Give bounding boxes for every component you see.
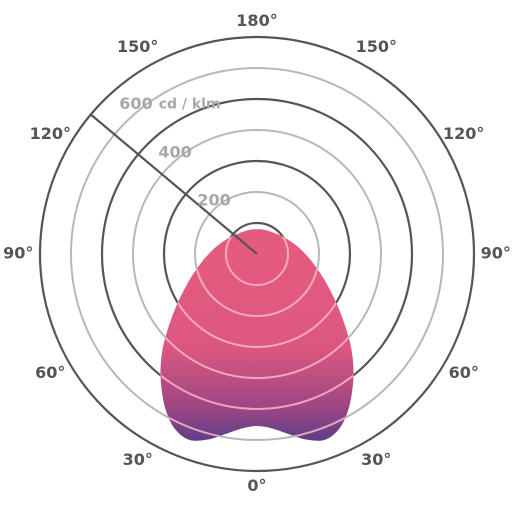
angle-tick-label: 30° [123,450,153,469]
angle-tick-label: 60° [35,363,65,382]
radial-tick-label: 200 [197,191,230,210]
grid-ring [38,35,476,473]
label-pointer-line [90,113,258,255]
radial-unit-label: cd / klm [159,97,221,113]
radial-tick-labels: 200 400 600 cd / klm [119,94,231,209]
grid-ring-overlay [160,229,354,379]
angle-tick-label: 90° [481,244,511,263]
radial-tick-label: 400 [158,142,191,161]
grid-ring-overlay [160,229,354,410]
angle-tick-label: 0° [247,476,266,495]
intensity-distribution-area [160,229,354,441]
angle-tick-label: 60° [449,363,479,382]
radial-tick-label: 600 [119,94,152,113]
angle-tick-label: 180° [236,11,277,30]
angle-tick-label: 90° [3,244,33,263]
angle-tick-label: 120° [30,124,71,143]
angle-tick-label: 30° [361,450,391,469]
grid-ring [70,67,444,441]
angle-tick-labels: 0° 30° 30° 60° 60° 90° 90° 120° 120° 150° 150° 180° [3,11,511,495]
angle-tick-label: 150° [356,37,397,56]
angle-tick-label: 120° [443,124,484,143]
angle-tick-label: 150° [117,37,158,56]
grid-ring-overlay [225,229,289,286]
